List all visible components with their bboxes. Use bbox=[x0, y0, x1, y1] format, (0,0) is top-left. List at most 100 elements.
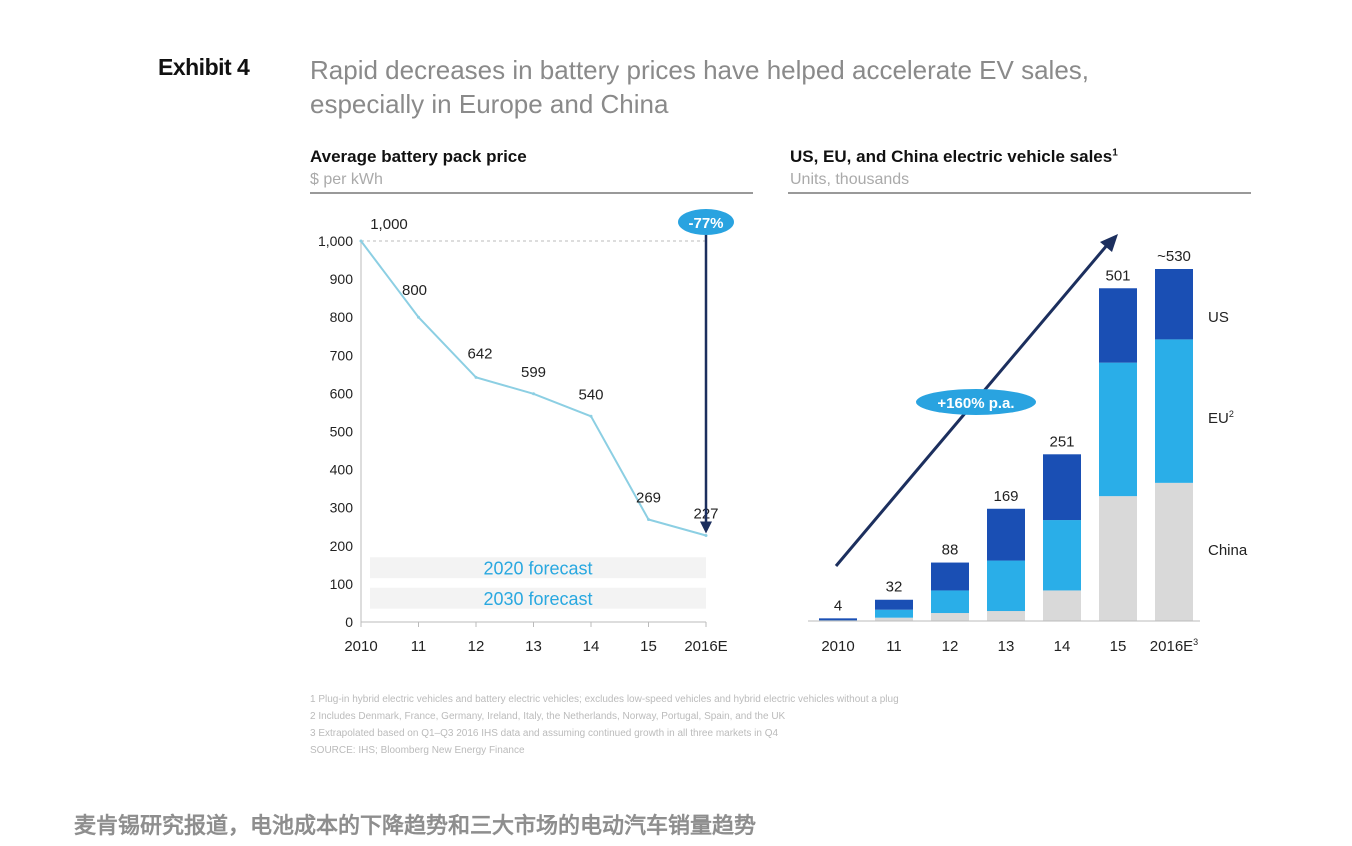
bar-segment-china bbox=[1099, 496, 1137, 621]
battery-price-chart: 2020 forecast 2030 forecast 0 100 200 300 400… bbox=[318, 209, 734, 655]
growth-badge bbox=[916, 389, 1036, 415]
x-tick-label: 15 bbox=[640, 638, 657, 655]
price-point bbox=[704, 534, 708, 538]
footnote-source: SOURCE: IHS; Bloomberg New Energy Financ… bbox=[310, 745, 525, 756]
y-tick-label: 100 bbox=[330, 576, 354, 592]
stacked-bars: 4 32 88 169 251 501 ~530 bbox=[819, 248, 1193, 621]
right-panel-subtitle: Units, thousands bbox=[790, 171, 910, 188]
bar-total-label: 88 bbox=[942, 542, 959, 559]
price-drop-badge-text: -77% bbox=[688, 215, 723, 232]
legend-footnote: 2 bbox=[1229, 409, 1234, 419]
bar-total-label: 4 bbox=[834, 597, 842, 614]
bar-segment-us bbox=[987, 508, 1025, 561]
price-drop-badge bbox=[678, 209, 734, 235]
bar-chart-axes: 2010 11 12 13 14 15 2016E3 bbox=[808, 620, 1200, 655]
price-point bbox=[589, 414, 593, 418]
left-panel-title: Average battery pack price bbox=[310, 147, 527, 166]
footnotes: 1 Plug-in hybrid electric vehicles and b… bbox=[310, 691, 899, 759]
x-tick-footnote: 3 bbox=[1193, 637, 1198, 647]
x-tick-label: 12 bbox=[942, 638, 959, 655]
right-panel-rule bbox=[788, 192, 1251, 194]
bar-segment-us bbox=[1043, 454, 1081, 521]
bar-segment-eu bbox=[875, 609, 913, 618]
y-tick-label: 900 bbox=[330, 271, 354, 287]
headline-line-2: especially in Europe and China bbox=[310, 89, 669, 119]
forecast-band bbox=[370, 587, 706, 609]
y-tick-label: 0 bbox=[345, 614, 353, 630]
y-tick-label: 1,000 bbox=[318, 233, 353, 249]
forecast-label: 2020 forecast bbox=[483, 559, 592, 579]
right-panel-title-footnote: 1 bbox=[1112, 147, 1118, 159]
legend-label-eu: EU2 bbox=[1208, 409, 1234, 427]
x-tick-label: 13 bbox=[525, 638, 542, 655]
price-point bbox=[647, 518, 650, 522]
bar-segment-china bbox=[931, 613, 969, 621]
bar-total-label: 32 bbox=[886, 579, 903, 596]
forecast-bands: 2020 forecast 2030 forecast bbox=[370, 557, 706, 609]
bar-segment-us bbox=[931, 562, 969, 591]
footnote-2: 2 Includes Denmark, France, Germany, Ire… bbox=[310, 711, 786, 722]
headline-line-1: Rapid decreases in battery prices have h… bbox=[310, 55, 1089, 85]
bar-chart-legend: China EU2 US bbox=[1208, 309, 1248, 559]
x-tick-label: 11 bbox=[411, 638, 427, 655]
headline: Rapid decreases in battery prices have h… bbox=[310, 53, 1210, 121]
x-tick-label: 2016E3 bbox=[1150, 637, 1198, 655]
line-chart-axes: 0 100 200 300 400 500 600 700 800 900 1,000 2010 11 1… bbox=[318, 233, 728, 655]
price-point bbox=[474, 375, 478, 379]
price-data-label: 1,000 bbox=[370, 216, 408, 233]
bar-total-label: ~530 bbox=[1157, 248, 1191, 265]
footnote-3: 3 Extrapolated based on Q1–Q3 2016 IHS d… bbox=[310, 728, 779, 739]
bar-segment-china bbox=[1155, 482, 1193, 621]
bar-segment-eu bbox=[931, 590, 969, 614]
x-tick-label: 12 bbox=[468, 638, 485, 655]
growth-trend: +160% p.a. bbox=[834, 234, 1118, 567]
y-tick-label: 400 bbox=[330, 462, 354, 478]
price-point bbox=[532, 392, 535, 396]
x-tick-label: 2010 bbox=[344, 638, 377, 655]
price-point bbox=[359, 239, 363, 243]
bar-segment-us bbox=[1099, 288, 1137, 363]
price-data-label: 642 bbox=[467, 345, 492, 362]
bar-segment-eu bbox=[1155, 339, 1193, 483]
growth-badge-text: +160% p.a. bbox=[937, 395, 1014, 412]
bar-segment-us bbox=[1155, 269, 1193, 340]
caption: 麦肯锡研究报道，电池成本的下降趋势和三大市场的电动汽车销量趋势 bbox=[74, 813, 757, 838]
bar-total-label: 501 bbox=[1105, 267, 1130, 284]
price-data-label: 800 bbox=[402, 282, 427, 299]
x-tick-label: 11 bbox=[886, 638, 902, 655]
right-panel-title-text: US, EU, and China electric vehicle sales bbox=[790, 147, 1113, 166]
price-data-label: 599 bbox=[521, 364, 546, 381]
bar-total-label: 251 bbox=[1049, 433, 1074, 450]
y-tick-label: 700 bbox=[330, 347, 354, 363]
price-point bbox=[417, 315, 420, 319]
y-tick-label: 600 bbox=[330, 385, 354, 401]
x-tick-label: 2010 bbox=[821, 638, 854, 655]
right-panel-title: US, EU, and China electric vehicle sales… bbox=[790, 147, 1118, 167]
bar-segment-eu bbox=[987, 560, 1025, 612]
footnote-1: 1 Plug-in hybrid electric vehicles and b… bbox=[310, 694, 899, 705]
x-tick-label: 14 bbox=[1054, 638, 1071, 655]
legend-label-china: China bbox=[1208, 542, 1248, 559]
bar-segment-eu bbox=[1099, 362, 1137, 497]
bar-segment-us bbox=[875, 599, 913, 610]
forecast-label: 2030 forecast bbox=[483, 589, 592, 609]
bar-segment-china bbox=[1043, 590, 1081, 621]
x-tick-label: 14 bbox=[583, 638, 600, 655]
y-tick-label: 800 bbox=[330, 309, 354, 325]
y-tick-label: 200 bbox=[330, 538, 354, 554]
x-tick-label: 15 bbox=[1110, 638, 1127, 655]
bar-total-label: 169 bbox=[993, 488, 1018, 505]
line-chart-series bbox=[359, 239, 708, 538]
growth-arrowhead bbox=[1100, 234, 1118, 252]
forecast-band bbox=[370, 557, 706, 579]
y-tick-label: 300 bbox=[330, 500, 354, 516]
price-drop-annotation: -77% bbox=[678, 209, 734, 534]
bar-segment-china bbox=[987, 611, 1025, 621]
price-data-label: 540 bbox=[578, 386, 603, 403]
bar-segment-china bbox=[875, 617, 913, 621]
price-drop-arrowhead bbox=[700, 521, 712, 534]
price-data-label: 269 bbox=[636, 490, 661, 507]
x-tick-label: 2016E bbox=[684, 638, 727, 655]
bar-segment-us bbox=[819, 618, 857, 621]
